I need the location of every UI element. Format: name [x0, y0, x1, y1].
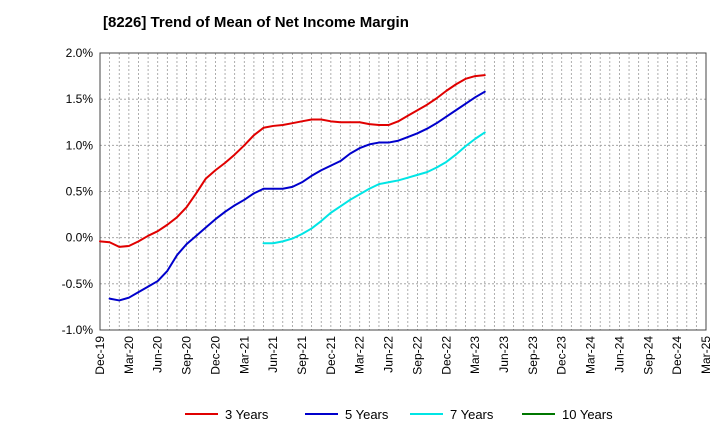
x-tick-label: Sep-21	[295, 336, 309, 375]
x-tick-label: Dec-24	[670, 336, 684, 375]
legend-label: 7 Years	[450, 407, 494, 422]
legend-label: 5 Years	[345, 407, 389, 422]
plot-frame	[99, 52, 707, 331]
legend: 3 Years 5 Years 7 Years 10 Years	[185, 407, 613, 422]
x-tick-label: Mar-21	[237, 336, 251, 374]
series-line-7-years	[262, 131, 486, 245]
y-tick-label: -1.0%	[62, 323, 94, 337]
x-tick-label: Mar-25	[699, 336, 713, 374]
x-tick-label: Sep-22	[410, 336, 424, 375]
x-axis-tick-labels: Dec-19 Mar-20 Jun-20 Sep-20 Dec-20 Mar-21 Jun-…	[93, 336, 713, 375]
x-tick-label: Jun-23	[497, 336, 511, 373]
y-axis-tick-labels: 2.0% 1.5% 1.0% 0.5% 0.0% -0.5% -1.0%	[62, 46, 94, 337]
x-tick-label: Dec-23	[555, 336, 569, 375]
x-tick-label: Jun-24	[612, 336, 626, 373]
x-tick-label: Dec-19	[93, 336, 107, 375]
series-line-3-years	[99, 74, 486, 248]
x-tick-label: Sep-24	[641, 336, 655, 375]
x-tick-label: Mar-20	[122, 336, 136, 374]
series-line-5-years	[108, 90, 486, 302]
x-tick-label: Jun-21	[266, 336, 280, 373]
x-tick-label: Mar-23	[468, 336, 482, 374]
legend-label: 3 Years	[225, 407, 269, 422]
x-tick-label: Mar-24	[584, 336, 598, 374]
x-tick-label: Mar-22	[353, 336, 367, 374]
y-tick-label: 1.5%	[66, 92, 94, 106]
y-tick-label: 1.0%	[66, 138, 94, 152]
legend-label: 10 Years	[562, 407, 613, 422]
x-tick-label: Sep-23	[526, 336, 540, 375]
x-tick-label: Dec-22	[439, 336, 453, 375]
x-tick-label: Jun-20	[151, 336, 165, 373]
grid	[100, 53, 706, 330]
series-lines	[99, 74, 486, 302]
x-tick-label: Dec-20	[208, 336, 222, 375]
y-tick-label: 0.5%	[66, 185, 94, 199]
y-tick-label: 2.0%	[66, 46, 94, 60]
x-tick-label: Sep-20	[180, 336, 194, 375]
x-tick-label: Jun-22	[382, 336, 396, 373]
chart-title: [8226] Trend of Mean of Net Income Margi…	[103, 14, 409, 31]
y-tick-label: 0.0%	[66, 231, 94, 245]
y-tick-label: -0.5%	[62, 277, 94, 291]
x-tick-label: Dec-21	[324, 336, 338, 375]
